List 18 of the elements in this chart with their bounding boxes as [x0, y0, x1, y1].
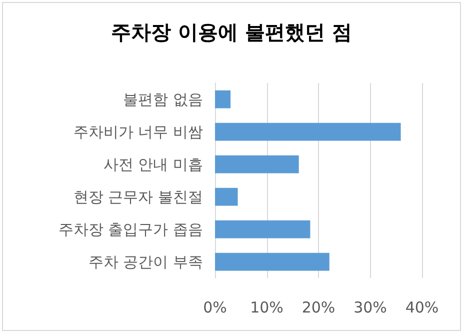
y-tick-label: 사전 안내 미흡	[103, 155, 203, 174]
bar	[215, 252, 330, 271]
x-tick-label: 10%	[250, 298, 284, 316]
x-tick-label: 30%	[354, 298, 387, 316]
y-tick-label: 불편함 없음	[123, 90, 203, 108]
bar	[215, 220, 310, 238]
bar	[215, 90, 231, 108]
bar	[215, 188, 238, 206]
y-tick-label: 주차장 출입구가 좁음	[58, 220, 203, 238]
bar	[215, 122, 401, 141]
chart-title: 주차장 이용에 불편했던 점	[111, 20, 352, 44]
y-tick-label: 현장 근무자 불친절	[73, 188, 203, 206]
x-tick-label: 20%	[302, 298, 336, 316]
x-tick-label: 40%	[405, 298, 439, 316]
y-tick-label: 주차비가 너무 비쌈	[73, 122, 203, 141]
bar	[215, 155, 299, 174]
x-tick-label: 0%	[203, 298, 227, 316]
y-tick-label: 주차 공간이 부족	[88, 252, 203, 271]
